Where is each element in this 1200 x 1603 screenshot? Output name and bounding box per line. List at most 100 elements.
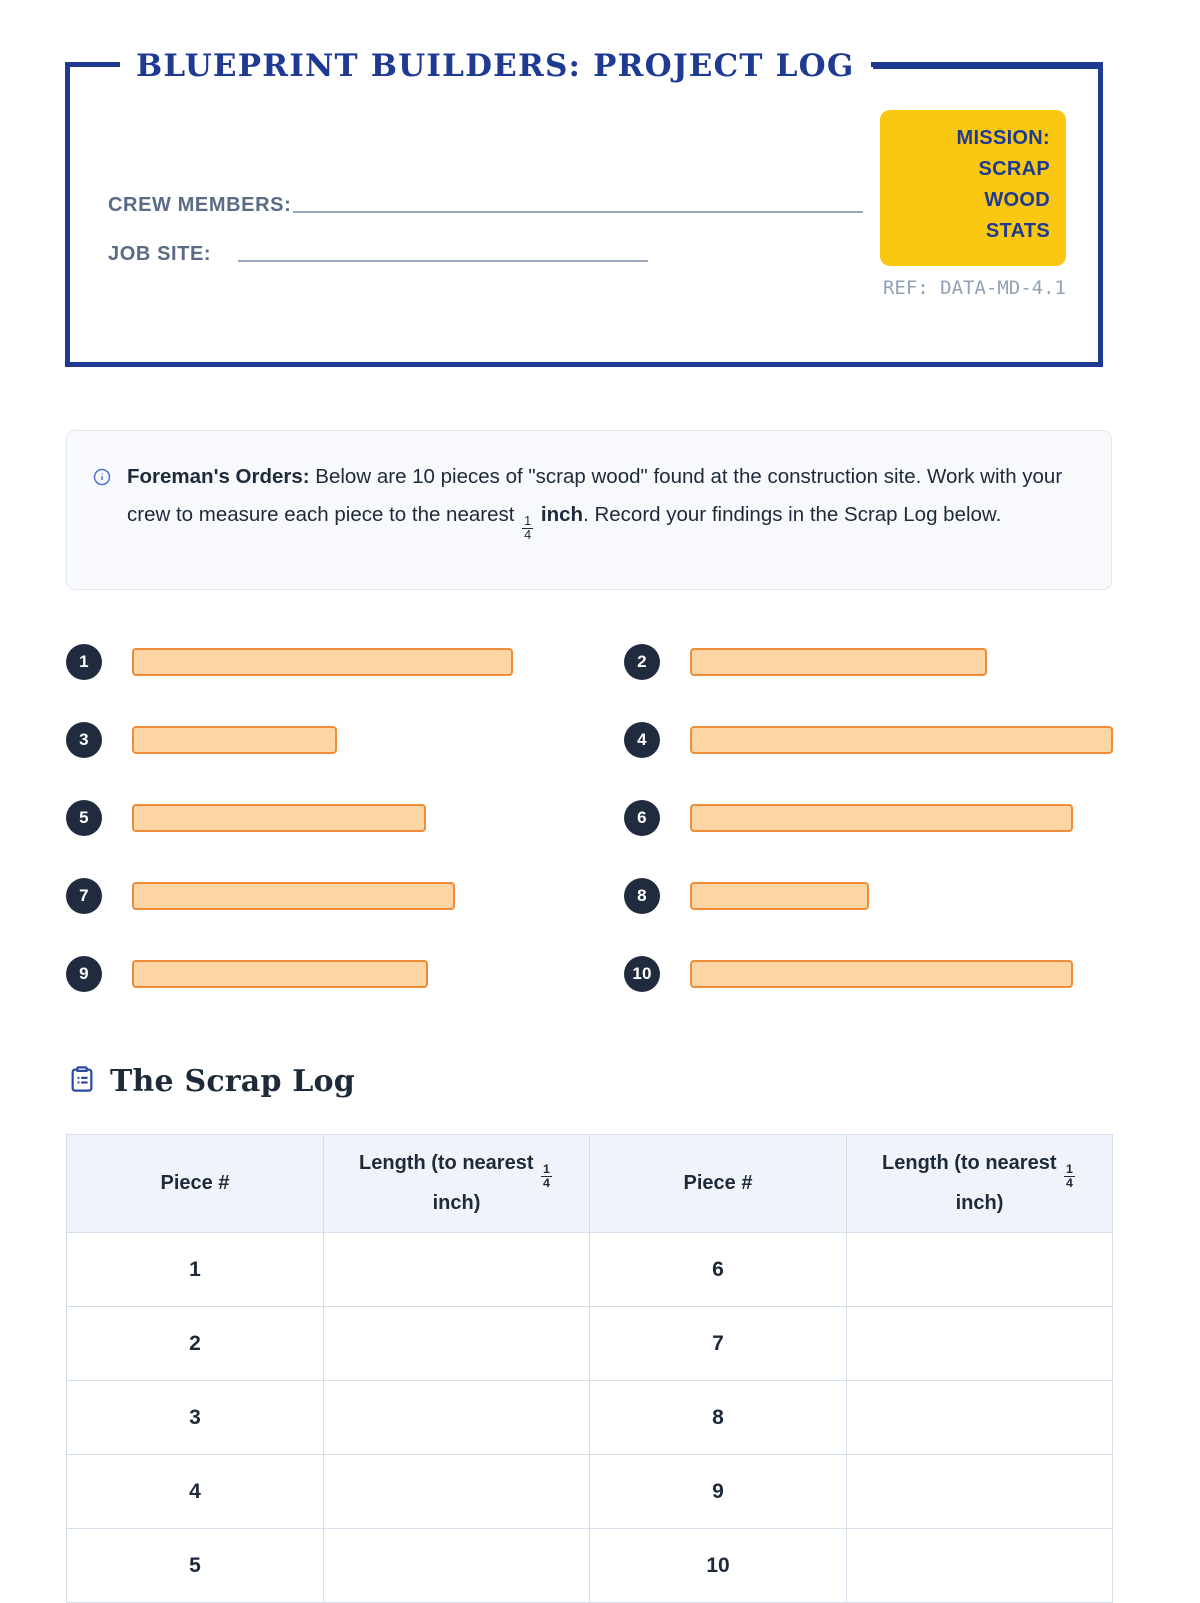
- piece-number-cell: 4: [66, 1454, 324, 1529]
- piece-number-badge: 6: [624, 800, 660, 836]
- table-column-header-piece_a: Piece #: [66, 1134, 324, 1233]
- wood-bar: [132, 804, 426, 832]
- wood-piece-10: 10: [624, 956, 1073, 992]
- piece-number-cell: 5: [66, 1528, 324, 1603]
- wood-bar: [132, 882, 455, 910]
- piece-number-badge: 1: [66, 644, 102, 680]
- crew-members-field[interactable]: CREW MEMBERS:: [108, 192, 898, 219]
- foremans-orders-callout: Foreman's Orders: Below are 10 pieces of…: [66, 430, 1112, 590]
- piece-number-cell: 8: [589, 1380, 847, 1455]
- wood-bar: [132, 960, 428, 988]
- piece-number-cell: 9: [589, 1454, 847, 1529]
- wood-pieces-list: 1 2 3 4 5 6 7 8 9 10: [0, 630, 1200, 1020]
- length-answer-cell[interactable]: [846, 1454, 1113, 1529]
- length-answer-cell[interactable]: [323, 1528, 590, 1603]
- fraction-numerator: 1: [524, 513, 532, 529]
- piece-number-badge: 2: [624, 644, 660, 680]
- column-header-label: Piece #: [683, 1172, 753, 1194]
- piece-number-badge: 3: [66, 722, 102, 758]
- length-answer-cell[interactable]: [846, 1528, 1113, 1603]
- piece-number-cell: 3: [66, 1380, 324, 1455]
- column-header-label: Length (to nearest: [359, 1151, 540, 1174]
- column-header-label: Length (to nearest: [882, 1151, 1063, 1174]
- crew-members-input-line[interactable]: [293, 211, 863, 213]
- job-site-field[interactable]: JOB SITE:: [108, 241, 898, 268]
- mission-badge-line-2: SCRAP: [978, 158, 1050, 180]
- reference-code: REF: DATA-MD-4.1: [882, 277, 1066, 299]
- piece-number-cell: 2: [66, 1306, 324, 1381]
- wood-bar: [690, 648, 987, 676]
- orders-text-part-1: Below are 10 pieces of "scrap wood" foun…: [127, 465, 1063, 526]
- wood-piece-1: 1: [66, 644, 513, 680]
- wood-piece-2: 2: [624, 644, 987, 680]
- orders-unit: inch: [540, 502, 584, 526]
- length-answer-cell[interactable]: [846, 1232, 1113, 1307]
- length-answer-cell[interactable]: [323, 1232, 590, 1307]
- wood-piece-3: 3: [66, 722, 337, 758]
- mission-badge: MISSION: SCRAP WOOD STATS: [880, 110, 1066, 266]
- table-column-header-piece_b: Piece #: [589, 1134, 847, 1233]
- length-answer-cell[interactable]: [323, 1454, 590, 1529]
- piece-number-cell: 1: [66, 1232, 324, 1307]
- piece-number-badge: 10: [624, 956, 660, 992]
- info-circle-icon: [93, 468, 111, 589]
- wood-piece-9: 9: [66, 956, 428, 992]
- piece-number-cell: 6: [589, 1232, 847, 1307]
- wood-bar: [690, 882, 869, 910]
- piece-number-cell: 10: [589, 1528, 847, 1603]
- wood-piece-7: 7: [66, 878, 455, 914]
- header-fields: CREW MEMBERS: JOB SITE:: [108, 192, 898, 290]
- length-answer-cell[interactable]: [846, 1306, 1113, 1381]
- length-answer-cell[interactable]: [323, 1306, 590, 1381]
- scrap-log-table-body: 1 6 2 7 3 8 4 9 5 10: [66, 1232, 1113, 1603]
- foremans-orders-text: Foreman's Orders: Below are 10 pieces of…: [127, 458, 1085, 589]
- job-site-input-line[interactable]: [238, 260, 648, 262]
- table-row: 5 10: [66, 1528, 1113, 1603]
- piece-number-badge: 9: [66, 956, 102, 992]
- fraction-numerator: 1: [543, 1162, 550, 1177]
- piece-number-badge: 8: [624, 878, 660, 914]
- crew-members-label: CREW MEMBERS:: [108, 194, 292, 216]
- wood-bar: [690, 960, 1073, 988]
- wood-piece-6: 6: [624, 800, 1073, 836]
- fraction-denominator: 4: [1064, 1175, 1075, 1190]
- wood-bar: [690, 804, 1073, 832]
- clipboard-list-icon: [68, 1065, 96, 1098]
- wood-bar: [132, 648, 513, 676]
- scrap-log-heading: The Scrap Log: [68, 1064, 355, 1099]
- piece-number-cell: 7: [589, 1306, 847, 1381]
- scrap-log-title: The Scrap Log: [110, 1064, 355, 1099]
- orders-text-part-2: . Record your findings in the Scrap Log …: [583, 502, 1002, 526]
- job-site-label: JOB SITE:: [108, 243, 212, 265]
- wood-bar: [132, 726, 337, 754]
- wood-piece-8: 8: [624, 878, 869, 914]
- mission-badge-line-1: MISSION:: [956, 127, 1050, 149]
- piece-number-badge: 7: [66, 878, 102, 914]
- column-header-label: Piece #: [160, 1172, 230, 1194]
- fraction-denominator: 4: [541, 1175, 552, 1190]
- column-header-suffix: inch): [955, 1192, 1004, 1215]
- length-answer-cell[interactable]: [846, 1380, 1113, 1455]
- wood-bar: [690, 726, 1113, 754]
- mission-badge-line-4: STATS: [985, 220, 1050, 242]
- wood-piece-4: 4: [624, 722, 1113, 758]
- column-header-suffix: inch): [432, 1192, 481, 1215]
- wood-piece-5: 5: [66, 800, 426, 836]
- fraction-numerator: 1: [1066, 1162, 1073, 1177]
- length-answer-cell[interactable]: [323, 1380, 590, 1455]
- piece-number-badge: 5: [66, 800, 102, 836]
- piece-number-badge: 4: [624, 722, 660, 758]
- mission-badge-line-3: WOOD: [984, 189, 1050, 211]
- foremans-orders-label: Foreman's Orders:: [127, 465, 310, 488]
